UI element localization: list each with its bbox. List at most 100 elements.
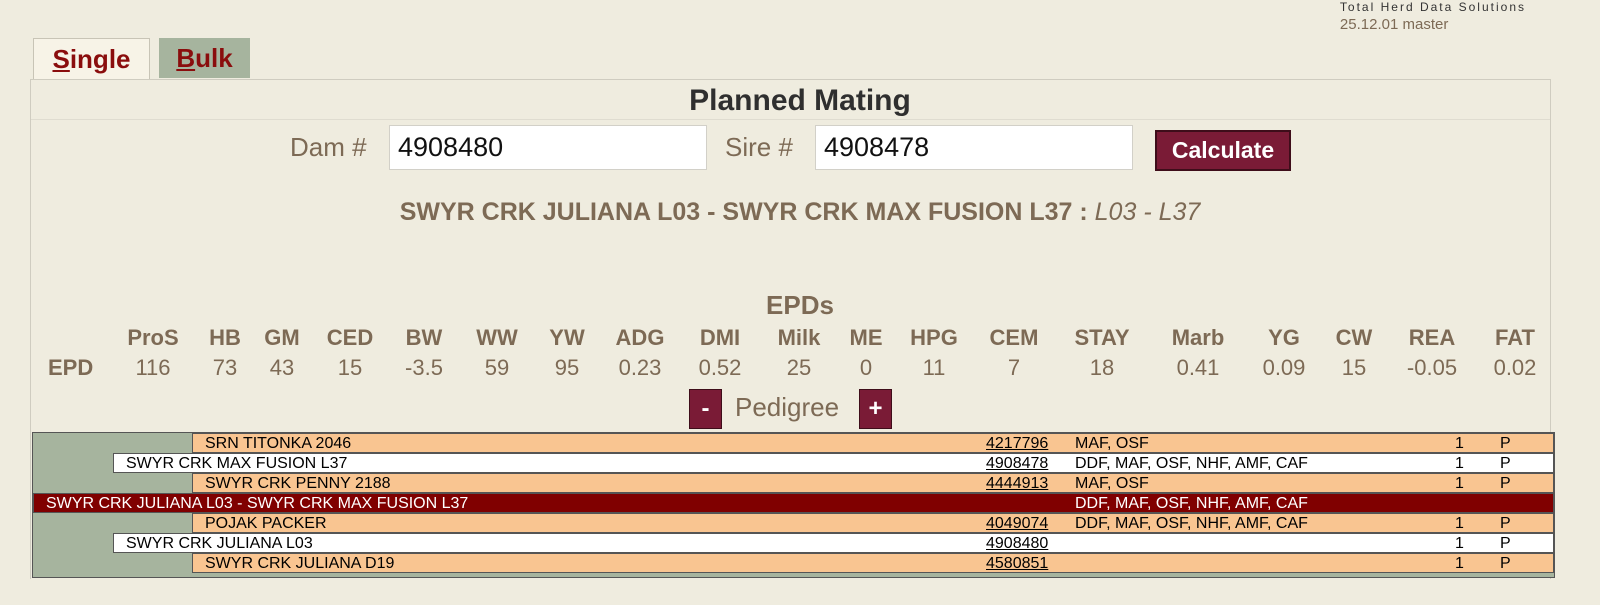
mating-codes: L03 - L37 bbox=[1094, 198, 1201, 226]
epd-header-pros: ProS bbox=[127, 325, 179, 350]
pedigree-count: 1 bbox=[1455, 435, 1464, 452]
pedigree-status: P bbox=[1500, 555, 1511, 572]
epd-value-yw: 95 bbox=[554, 355, 580, 380]
pedigree-collapse-button[interactable]: - bbox=[689, 389, 722, 429]
epd-value-ww: 59 bbox=[484, 355, 510, 380]
pedigree-row[interactable]: SWYR CRK JULIANA D19 4580851 1 P bbox=[192, 553, 1554, 573]
epd-value-milk: 25 bbox=[786, 355, 812, 380]
pedigree-genetic-flags: DDF, MAF, OSF, NHF, AMF, CAF bbox=[1075, 515, 1308, 532]
pedigree-animal-name: SRN TITONKA 2046 bbox=[205, 435, 352, 452]
epd-value-marb: 0.41 bbox=[1176, 355, 1220, 380]
tab-bulk-label: ulk bbox=[195, 42, 233, 73]
pedigree-genetic-flags: DDF, MAF, OSF, NHF, AMF, CAF bbox=[1075, 455, 1308, 472]
epd-value-cem: 7 bbox=[1007, 355, 1021, 380]
epd-header-dmi: DMI bbox=[699, 325, 741, 350]
pedigree-status: P bbox=[1500, 515, 1511, 532]
epd-row-label: EPD bbox=[48, 355, 94, 380]
epd-value-dmi: 0.52 bbox=[698, 355, 742, 380]
epd-header-cw: CW bbox=[1335, 325, 1373, 350]
mating-summary: SWYR CRK JULIANA L03 - SWYR CRK MAX FUSI… bbox=[0, 198, 1600, 227]
epd-header-milk: Milk bbox=[777, 325, 821, 350]
pedigree-row-selected[interactable]: SWYR CRK JULIANA L03 - SWYR CRK MAX FUSI… bbox=[33, 493, 1554, 513]
panel-divider bbox=[31, 119, 1550, 120]
epd-header-adg: ADG bbox=[615, 325, 665, 350]
epd-header-yw: YW bbox=[549, 325, 585, 350]
pedigree-registration-link[interactable]: 4049074 bbox=[986, 515, 1049, 532]
pedigree-status: P bbox=[1500, 455, 1511, 472]
epd-value-hpg: 11 bbox=[922, 355, 946, 380]
tab-single-label: ingle bbox=[69, 44, 131, 74]
epd-header-ced: CED bbox=[326, 325, 374, 350]
pedigree-genetic-flags: MAF, OSF bbox=[1075, 435, 1149, 452]
sire-label: Sire # bbox=[725, 132, 793, 162]
epd-header-cem: CEM bbox=[989, 325, 1039, 350]
planned-mating-panel bbox=[30, 79, 1551, 579]
epd-header-hpg: HPG bbox=[910, 325, 958, 350]
epd-value-ced: 15 bbox=[337, 355, 363, 380]
dam-label: Dam # bbox=[290, 132, 367, 162]
pedigree-registration-link[interactable]: 4217796 bbox=[986, 435, 1049, 452]
epd-value-rea: -0.05 bbox=[1406, 355, 1458, 380]
epd-header-yg: YG bbox=[1268, 325, 1300, 350]
epd-header-marb: Marb bbox=[1171, 325, 1225, 350]
epd-value-me: 0 bbox=[859, 355, 873, 380]
pedigree-registration-link[interactable]: 4908478 bbox=[986, 455, 1049, 472]
brand-block: Total Herd Data Solutions 25.12.01 maste… bbox=[1340, 0, 1526, 33]
epd-header-rea: REA bbox=[1408, 325, 1456, 350]
pedigree-status: P bbox=[1500, 435, 1511, 452]
epd-header-stay: STAY bbox=[1074, 325, 1130, 350]
epd-value-stay: 18 bbox=[1089, 355, 1115, 380]
pedigree-row[interactable]: SWYR CRK MAX FUSION L37 4908478 DDF, MAF, … bbox=[113, 453, 1554, 473]
pedigree-count: 1 bbox=[1455, 555, 1464, 572]
version-label: 25.12.01 master bbox=[1339, 16, 1449, 33]
epd-header-bw: BW bbox=[405, 325, 443, 350]
epd-header-hb: HB bbox=[209, 325, 241, 350]
epd-value-yg: 0.09 bbox=[1262, 355, 1306, 380]
pedigree-animal-name: SWYR CRK MAX FUSION L37 bbox=[126, 455, 348, 472]
epd-header-ww: WW bbox=[476, 325, 518, 350]
mating-names: SWYR CRK JULIANA L03 - SWYR CRK MAX FUSI… bbox=[399, 198, 1088, 226]
epd-header-gm: GM bbox=[264, 325, 300, 350]
epd-header-fat: FAT bbox=[1495, 325, 1535, 350]
pedigree-row[interactable]: POJAK PACKER 4049074 DDF, MAF, OSF, NHF, A… bbox=[192, 513, 1554, 533]
pedigree-count: 1 bbox=[1455, 535, 1464, 552]
pedigree-expand-button[interactable]: + bbox=[859, 389, 892, 429]
pedigree-genetic-flags: MAF, OSF bbox=[1075, 475, 1149, 492]
sire-input[interactable] bbox=[815, 125, 1133, 170]
epd-value-cw: 15 bbox=[1341, 355, 1367, 380]
epd-value-adg: 0.23 bbox=[618, 355, 662, 380]
epd-value-hb: 73 bbox=[212, 355, 238, 380]
pedigree-registration-link[interactable]: 4580851 bbox=[986, 555, 1049, 572]
pedigree-animal-name: SWYR CRK JULIANA D19 bbox=[205, 555, 395, 572]
epd-value-fat: 0.02 bbox=[1493, 355, 1537, 380]
pedigree-count: 1 bbox=[1455, 455, 1464, 472]
dam-input[interactable] bbox=[389, 125, 707, 170]
calculate-button[interactable]: Calculate bbox=[1155, 130, 1291, 171]
pedigree-status: P bbox=[1500, 535, 1511, 552]
pedigree-registration-link[interactable]: 4444913 bbox=[986, 475, 1049, 492]
pedigree-row[interactable]: SWYR CRK JULIANA L03 4908480 1 P bbox=[113, 533, 1554, 553]
pedigree-table: SRN TITONKA 2046 4217796 MAF, OSF 1 P SWYR CR… bbox=[32, 432, 1555, 578]
pedigree-row[interactable]: SWYR CRK PENNY 2188 4444913 MAF, OSF 1 P bbox=[192, 473, 1554, 493]
pedigree-count: 1 bbox=[1455, 515, 1464, 532]
pedigree-label: Pedigree bbox=[735, 392, 840, 422]
epd-value-bw: -3.5 bbox=[405, 355, 443, 380]
company-name: Total Herd Data Solutions bbox=[1339, 0, 1526, 14]
pedigree-row[interactable]: SRN TITONKA 2046 4217796 MAF, OSF 1 P bbox=[192, 433, 1554, 453]
pedigree-animal-name: POJAK PACKER bbox=[205, 515, 327, 532]
epd-value-pros: 116 bbox=[135, 355, 171, 380]
pedigree-animal-name: SWYR CRK JULIANA L03 bbox=[126, 535, 313, 552]
pedigree-status: P bbox=[1500, 475, 1511, 492]
pedigree-animal-name: SWYR CRK JULIANA L03 - SWYR CRK MAX FUSI… bbox=[46, 495, 469, 512]
pedigree-animal-name: SWYR CRK PENNY 2188 bbox=[205, 475, 391, 492]
pedigree-registration-link[interactable]: 4908480 bbox=[986, 535, 1049, 552]
epds-title: EPDs bbox=[766, 290, 834, 320]
page-title: Planned Mating bbox=[689, 84, 911, 117]
pedigree-count: 1 bbox=[1455, 475, 1464, 492]
tab-single-accel: S bbox=[52, 44, 70, 74]
epd-header-me: ME bbox=[849, 325, 883, 350]
pedigree-genetic-flags: DDF, MAF, OSF, NHF, AMF, CAF bbox=[1075, 495, 1308, 512]
tab-bulk-accel: B bbox=[176, 42, 196, 73]
